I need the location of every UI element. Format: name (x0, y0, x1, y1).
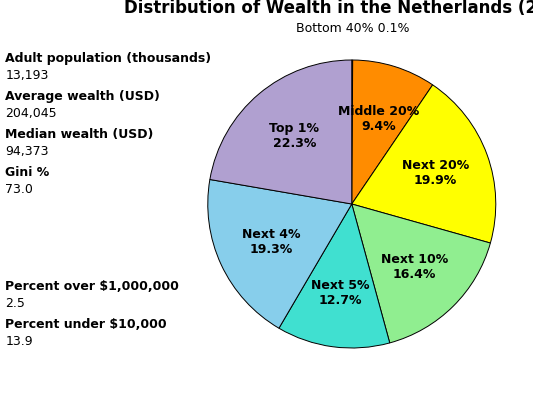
Text: Bottom 40% 0.1%: Bottom 40% 0.1% (296, 22, 409, 35)
Wedge shape (352, 60, 433, 204)
Text: Gini %: Gini % (5, 166, 50, 179)
Text: Next 20%
19.9%: Next 20% 19.9% (402, 159, 469, 187)
Wedge shape (352, 60, 353, 204)
Text: Next 4%
19.3%: Next 4% 19.3% (241, 228, 300, 256)
Text: Next 10%
16.4%: Next 10% 16.4% (381, 253, 448, 281)
Wedge shape (208, 180, 352, 328)
Text: 13.9: 13.9 (5, 335, 33, 348)
Text: Median wealth (USD): Median wealth (USD) (5, 128, 154, 141)
Text: Next 5%
12.7%: Next 5% 12.7% (311, 278, 369, 306)
Text: Percent under $10,000: Percent under $10,000 (5, 318, 167, 331)
Text: Percent over $1,000,000: Percent over $1,000,000 (5, 280, 179, 293)
Wedge shape (352, 85, 496, 243)
Text: 2.5: 2.5 (5, 297, 25, 310)
Text: Average wealth (USD): Average wealth (USD) (5, 90, 160, 103)
Text: Middle 20%
9.4%: Middle 20% 9.4% (337, 105, 419, 133)
Text: 13,193: 13,193 (5, 69, 49, 82)
Title: Distribution of Wealth in the Netherlands (2017): Distribution of Wealth in the Netherland… (124, 0, 533, 17)
Text: 94,373: 94,373 (5, 145, 49, 158)
Wedge shape (279, 204, 390, 348)
Text: Adult population (thousands): Adult population (thousands) (5, 52, 212, 65)
Wedge shape (210, 60, 352, 204)
Wedge shape (352, 204, 490, 343)
Text: 73.0: 73.0 (5, 183, 33, 196)
Text: 204,045: 204,045 (5, 107, 57, 120)
Text: Top 1%
22.3%: Top 1% 22.3% (269, 122, 319, 150)
